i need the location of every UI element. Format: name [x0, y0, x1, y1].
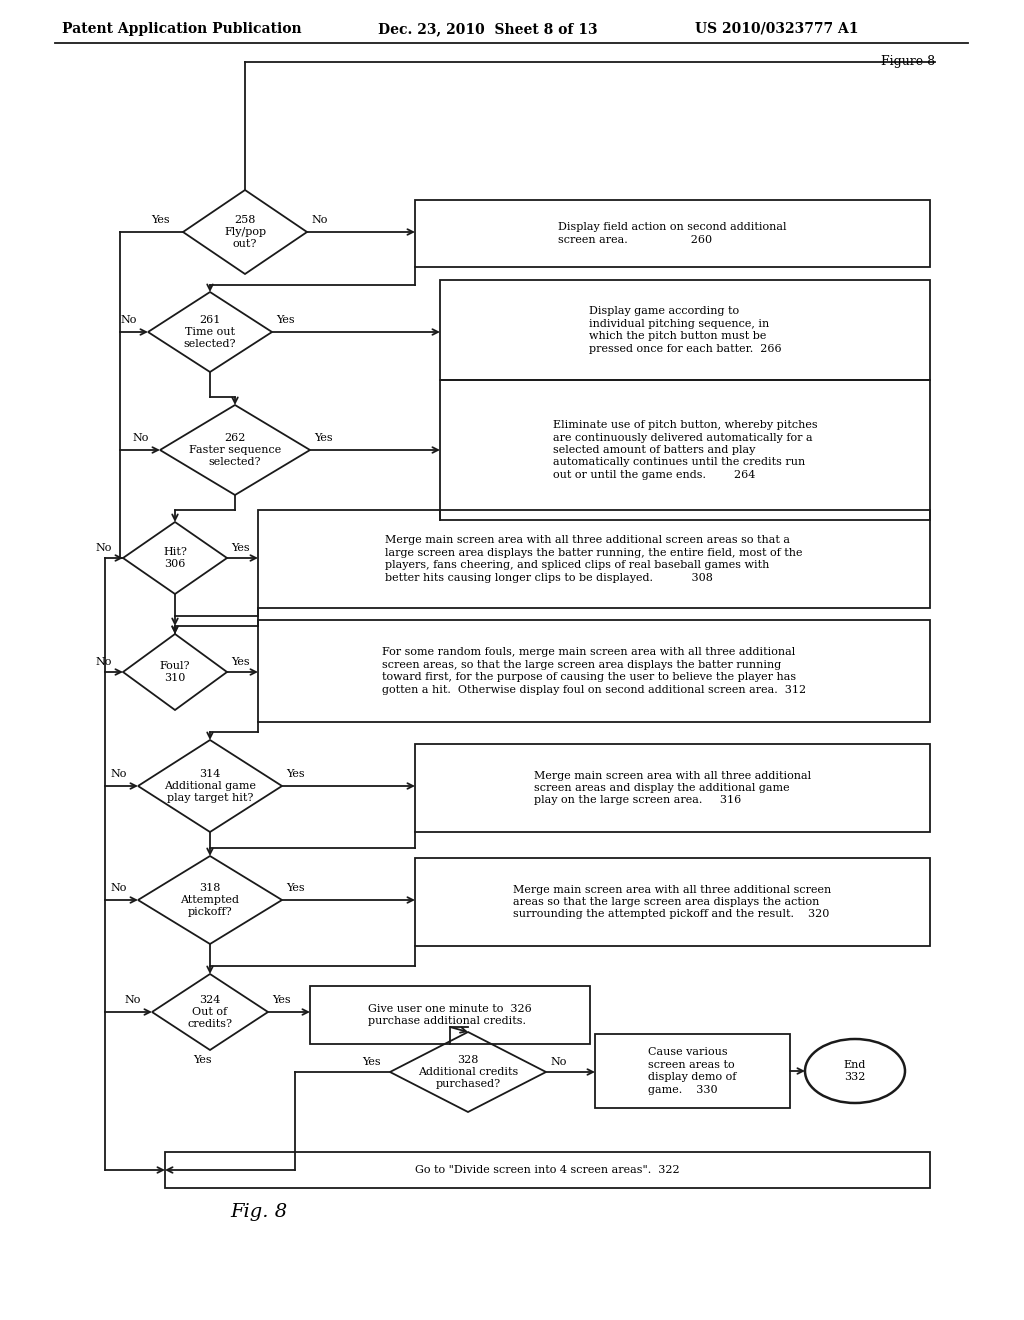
- Text: Merge main screen area with all three additional screen
areas so that the large : Merge main screen area with all three ad…: [513, 884, 831, 920]
- Text: 328
Additional credits
purchased?: 328 Additional credits purchased?: [418, 1055, 518, 1089]
- Text: Fig. 8: Fig. 8: [230, 1203, 287, 1221]
- Text: No: No: [110, 770, 126, 779]
- Text: Display game according to
individual pitching sequence, in
which the pitch butto: Display game according to individual pit…: [589, 306, 781, 354]
- Text: Give user one minute to  326
purchase additional credits.: Give user one minute to 326 purchase add…: [368, 1003, 531, 1026]
- Text: No: No: [311, 215, 328, 224]
- Text: Yes: Yes: [314, 433, 333, 444]
- Text: Yes: Yes: [151, 215, 170, 224]
- Text: Go to "Divide screen into 4 screen areas".  322: Go to "Divide screen into 4 screen areas…: [415, 1166, 680, 1175]
- Text: End
332: End 332: [844, 1060, 866, 1082]
- Text: 318
Attempted
pickoff?: 318 Attempted pickoff?: [180, 883, 240, 917]
- Text: 324
Out of
credits?: 324 Out of credits?: [187, 994, 232, 1030]
- Text: Display field action on second additional
screen area.                  260: Display field action on second additiona…: [558, 222, 786, 244]
- Text: 261
Time out
selected?: 261 Time out selected?: [183, 314, 237, 350]
- Text: 314
Additional game
play target hit?: 314 Additional game play target hit?: [164, 768, 256, 804]
- Text: Yes: Yes: [231, 657, 250, 667]
- Text: Merge main screen area with all three additional screen areas so that a
large sc: Merge main screen area with all three ad…: [385, 536, 803, 582]
- Text: Yes: Yes: [362, 1057, 381, 1067]
- Text: 258
Fly/pop
out?: 258 Fly/pop out?: [224, 215, 266, 249]
- Text: Yes: Yes: [286, 883, 304, 894]
- Text: US 2010/0323777 A1: US 2010/0323777 A1: [695, 22, 858, 36]
- Text: Yes: Yes: [231, 543, 250, 553]
- Text: For some random fouls, merge main screen area with all three additional
screen a: For some random fouls, merge main screen…: [382, 647, 806, 694]
- Text: No: No: [110, 883, 126, 894]
- Text: Foul?
310: Foul? 310: [160, 661, 190, 684]
- Text: No: No: [550, 1057, 566, 1067]
- Text: No: No: [132, 433, 148, 444]
- Text: 262
Faster sequence
selected?: 262 Faster sequence selected?: [188, 433, 282, 467]
- Text: Yes: Yes: [193, 1055, 211, 1065]
- Text: No: No: [95, 543, 112, 553]
- Text: Hit?
306: Hit? 306: [163, 546, 187, 569]
- Text: Figure 8: Figure 8: [881, 55, 935, 69]
- Text: Cause various
screen areas to
display demo of
game.    330: Cause various screen areas to display de…: [648, 1047, 736, 1094]
- Text: Yes: Yes: [276, 315, 295, 325]
- Text: Yes: Yes: [272, 995, 291, 1005]
- Text: Dec. 23, 2010  Sheet 8 of 13: Dec. 23, 2010 Sheet 8 of 13: [378, 22, 598, 36]
- Text: Merge main screen area with all three additional
screen areas and display the ad: Merge main screen area with all three ad…: [534, 771, 811, 805]
- Text: Patent Application Publication: Patent Application Publication: [62, 22, 302, 36]
- Text: No: No: [95, 657, 112, 667]
- Text: Yes: Yes: [286, 770, 304, 779]
- Text: Eliminate use of pitch button, whereby pitches
are continuously delivered automa: Eliminate use of pitch button, whereby p…: [553, 420, 817, 479]
- Text: No: No: [124, 995, 140, 1005]
- Text: No: No: [120, 315, 136, 325]
